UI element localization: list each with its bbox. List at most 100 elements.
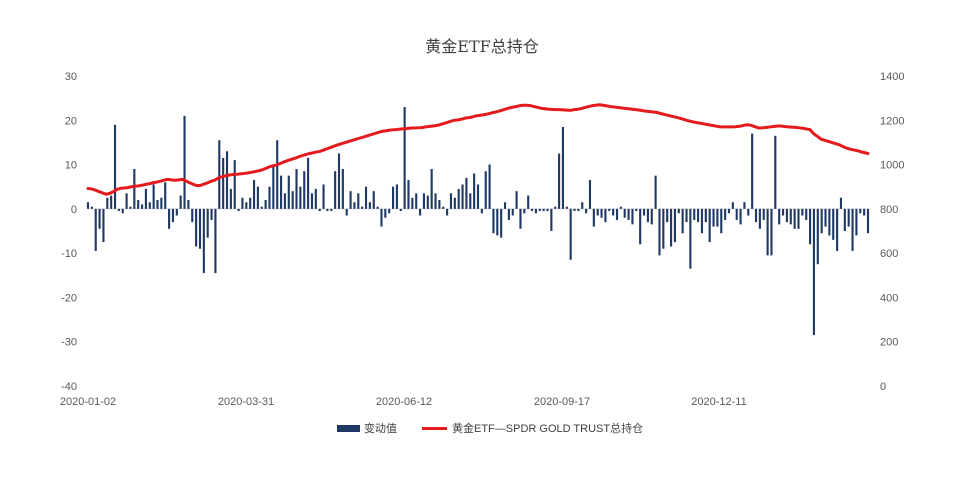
bar bbox=[615, 208, 619, 220]
bar bbox=[573, 208, 576, 212]
bar bbox=[260, 206, 263, 209]
bar bbox=[797, 208, 800, 229]
bar bbox=[731, 202, 734, 209]
legend: 变动值 黄金ETF—SPDR GOLD TRUST总持仓 bbox=[337, 421, 643, 435]
bar bbox=[110, 195, 113, 209]
bar bbox=[546, 208, 549, 212]
bar bbox=[295, 169, 298, 209]
left-tick-label: 30 bbox=[65, 71, 77, 83]
bar bbox=[650, 208, 653, 225]
bar bbox=[727, 208, 731, 214]
bar bbox=[86, 202, 90, 209]
bar bbox=[762, 208, 765, 220]
bar bbox=[724, 208, 727, 220]
bar bbox=[461, 184, 464, 209]
bar bbox=[519, 208, 522, 229]
bar bbox=[314, 188, 317, 209]
bar bbox=[357, 193, 360, 209]
bar bbox=[198, 208, 202, 249]
right-tick-label: 200 bbox=[880, 337, 898, 349]
bar bbox=[214, 208, 217, 274]
bar bbox=[492, 208, 495, 234]
bar bbox=[272, 166, 275, 209]
bar bbox=[588, 180, 592, 209]
left-tick-label: -30 bbox=[61, 337, 77, 349]
bar bbox=[816, 208, 819, 265]
bar bbox=[334, 171, 337, 209]
right-tick-label: 800 bbox=[880, 204, 898, 216]
bar bbox=[407, 180, 410, 209]
bar bbox=[627, 208, 630, 220]
line-series bbox=[86, 103, 870, 196]
bar bbox=[820, 208, 823, 234]
x-tick-label: 2020-09-17 bbox=[534, 396, 590, 408]
bar bbox=[117, 208, 120, 212]
bar bbox=[380, 208, 383, 227]
bar bbox=[793, 208, 796, 229]
bar bbox=[712, 208, 715, 227]
bar bbox=[144, 188, 147, 209]
bar bbox=[766, 208, 769, 256]
bar bbox=[534, 208, 537, 214]
bar bbox=[604, 208, 607, 223]
bar bbox=[395, 184, 398, 209]
bar bbox=[307, 157, 310, 209]
bar bbox=[720, 208, 723, 234]
bar bbox=[465, 177, 468, 209]
bar bbox=[781, 208, 785, 216]
bar bbox=[739, 208, 742, 225]
bar bbox=[866, 208, 870, 234]
bar bbox=[558, 153, 561, 209]
left-tick-label: -10 bbox=[61, 248, 77, 260]
chart-title: 黄金ETF总持仓 bbox=[425, 37, 538, 56]
bar bbox=[326, 208, 329, 212]
bar bbox=[839, 197, 843, 209]
bar bbox=[206, 208, 209, 238]
bar bbox=[330, 208, 333, 212]
bar bbox=[538, 208, 541, 212]
bar bbox=[523, 208, 526, 214]
bar bbox=[577, 208, 580, 212]
bar bbox=[113, 124, 117, 209]
bar bbox=[225, 151, 229, 209]
bar bbox=[646, 208, 649, 223]
bar bbox=[264, 200, 267, 209]
bar bbox=[805, 208, 808, 220]
bar bbox=[855, 208, 858, 236]
bar bbox=[801, 208, 804, 216]
bar bbox=[345, 208, 348, 216]
bar bbox=[361, 206, 364, 209]
bar bbox=[175, 208, 178, 216]
bar bbox=[747, 208, 750, 216]
bar bbox=[171, 208, 175, 223]
bar bbox=[836, 208, 839, 251]
bar bbox=[863, 208, 866, 216]
bar bbox=[496, 208, 499, 236]
bar bbox=[411, 197, 414, 209]
bar bbox=[666, 208, 669, 223]
bar bbox=[337, 153, 341, 209]
bar bbox=[256, 186, 259, 209]
bar bbox=[673, 208, 676, 243]
left-axis: 30 20 10 0 -10 -20 -30 -40 bbox=[61, 71, 77, 393]
bar bbox=[368, 202, 371, 209]
right-tick-label: 400 bbox=[880, 292, 898, 304]
bar bbox=[353, 202, 356, 209]
bar bbox=[160, 197, 163, 209]
legend-label-line: 黄金ETF—SPDR GOLD TRUST总持仓 bbox=[452, 421, 643, 435]
bar bbox=[592, 208, 595, 227]
bar bbox=[241, 197, 244, 209]
bar bbox=[152, 184, 155, 209]
bar bbox=[531, 208, 534, 212]
bar bbox=[743, 202, 746, 209]
bar bbox=[754, 208, 758, 223]
bar bbox=[249, 197, 252, 209]
bar bbox=[222, 157, 225, 209]
bar bbox=[600, 208, 603, 218]
bar bbox=[148, 202, 151, 209]
bar bbox=[210, 208, 213, 220]
bar bbox=[310, 193, 314, 209]
bar bbox=[778, 208, 781, 225]
bar bbox=[623, 208, 626, 218]
